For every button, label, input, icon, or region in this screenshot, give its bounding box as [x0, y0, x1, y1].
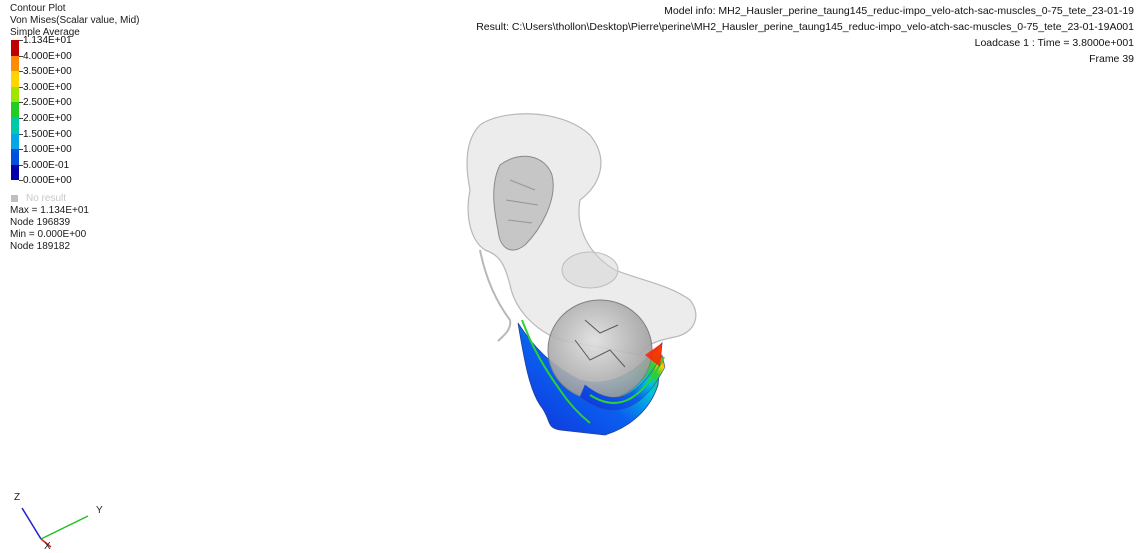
legend-tick-mark	[19, 164, 23, 166]
stat-min: Min = 0.000E+00	[10, 229, 87, 240]
legend-tick-mark	[19, 40, 23, 41]
model-info-panel: Model info: MH2_Hausler_perine_taung145_…	[476, 3, 1134, 67]
acetabulum	[561, 251, 619, 289]
legend-tick-mark	[19, 118, 23, 119]
legend-tick-label: 1.134E+01	[23, 35, 72, 46]
legend-tick-label: 3.500E+00	[23, 66, 72, 78]
z-axis-label: Z	[14, 492, 20, 503]
legend-tick-label: 5.000E-01	[23, 159, 70, 171]
colorbar-segment	[11, 40, 19, 56]
legend-tick-mark	[19, 71, 23, 73]
fetal-head	[547, 299, 653, 401]
stat-min-node: Node 189182	[10, 241, 71, 252]
legend-tick-mark	[19, 149, 23, 151]
stat-max: Max = 1.134E+01	[10, 205, 89, 216]
colorbar-segment	[11, 55, 19, 72]
y-axis-label: Y	[96, 505, 103, 516]
legend-tick-label: 1.500E+00	[23, 128, 72, 140]
x-axis-label: X	[44, 541, 51, 552]
colorbar-segment	[11, 133, 19, 150]
legend-no-result: No result	[11, 193, 66, 204]
legend-averaging: Simple Average	[10, 27, 80, 38]
y-axis-line	[40, 515, 89, 540]
colorbar-segment	[11, 164, 19, 181]
legend-stats: Max = 1.134E+01 Node 196839 Min = 0.000E…	[10, 205, 89, 253]
colorbar-segment	[11, 71, 19, 87]
z-axis-line	[21, 507, 42, 540]
no-result-swatch	[11, 194, 18, 202]
legend-title: Contour Plot	[10, 3, 66, 14]
legend-tick-label: 2.500E+00	[23, 97, 72, 109]
model-info-text: Model info: MH2_Hausler_perine_taung145_…	[664, 5, 1134, 17]
legend-tick-label: 3.000E+00	[23, 81, 72, 93]
pelvis-model-render[interactable]	[440, 105, 720, 445]
colorbar-segment	[11, 86, 19, 103]
axis-triad: Z Y X	[14, 492, 103, 552]
legend-tick-mark	[19, 55, 23, 57]
colorbar-segment	[11, 102, 19, 118]
legend-tick-label: 2.000E+00	[23, 113, 72, 124]
muscle-strap	[579, 354, 666, 411]
frame-text: Frame 39	[1089, 53, 1134, 65]
legend-tick-mark	[19, 102, 23, 104]
x-axis-line	[40, 538, 52, 548]
stat-max-node: Node 196839	[10, 217, 71, 228]
iliac-wing	[466, 113, 697, 356]
no-result-label: No result	[26, 193, 67, 204]
legend-tick-label: 0.000E+00	[23, 175, 72, 187]
colorbar-segment	[11, 118, 19, 134]
result-path-text: Result: C:\Users\thollon\Desktop\Pierre\…	[476, 21, 1134, 33]
pubic-ramus	[479, 249, 512, 342]
legend-tick-label: 1.000E+00	[23, 144, 72, 156]
contour-legend: Contour Plot Von Mises(Scalar value, Mid…	[10, 3, 140, 39]
legend-colorbar	[11, 40, 19, 187]
loadcase-text: Loadcase 1 : Time = 3.8000e+001	[974, 37, 1134, 49]
legend-tick-label: 4.000E+00	[23, 50, 72, 62]
legend-tick-mark	[19, 86, 23, 88]
colorbar-segment	[11, 149, 19, 165]
legend-tick-mark	[19, 133, 23, 135]
legend-tick-mark	[19, 180, 23, 182]
legend-subtitle: Von Mises(Scalar value, Mid)	[10, 15, 140, 26]
